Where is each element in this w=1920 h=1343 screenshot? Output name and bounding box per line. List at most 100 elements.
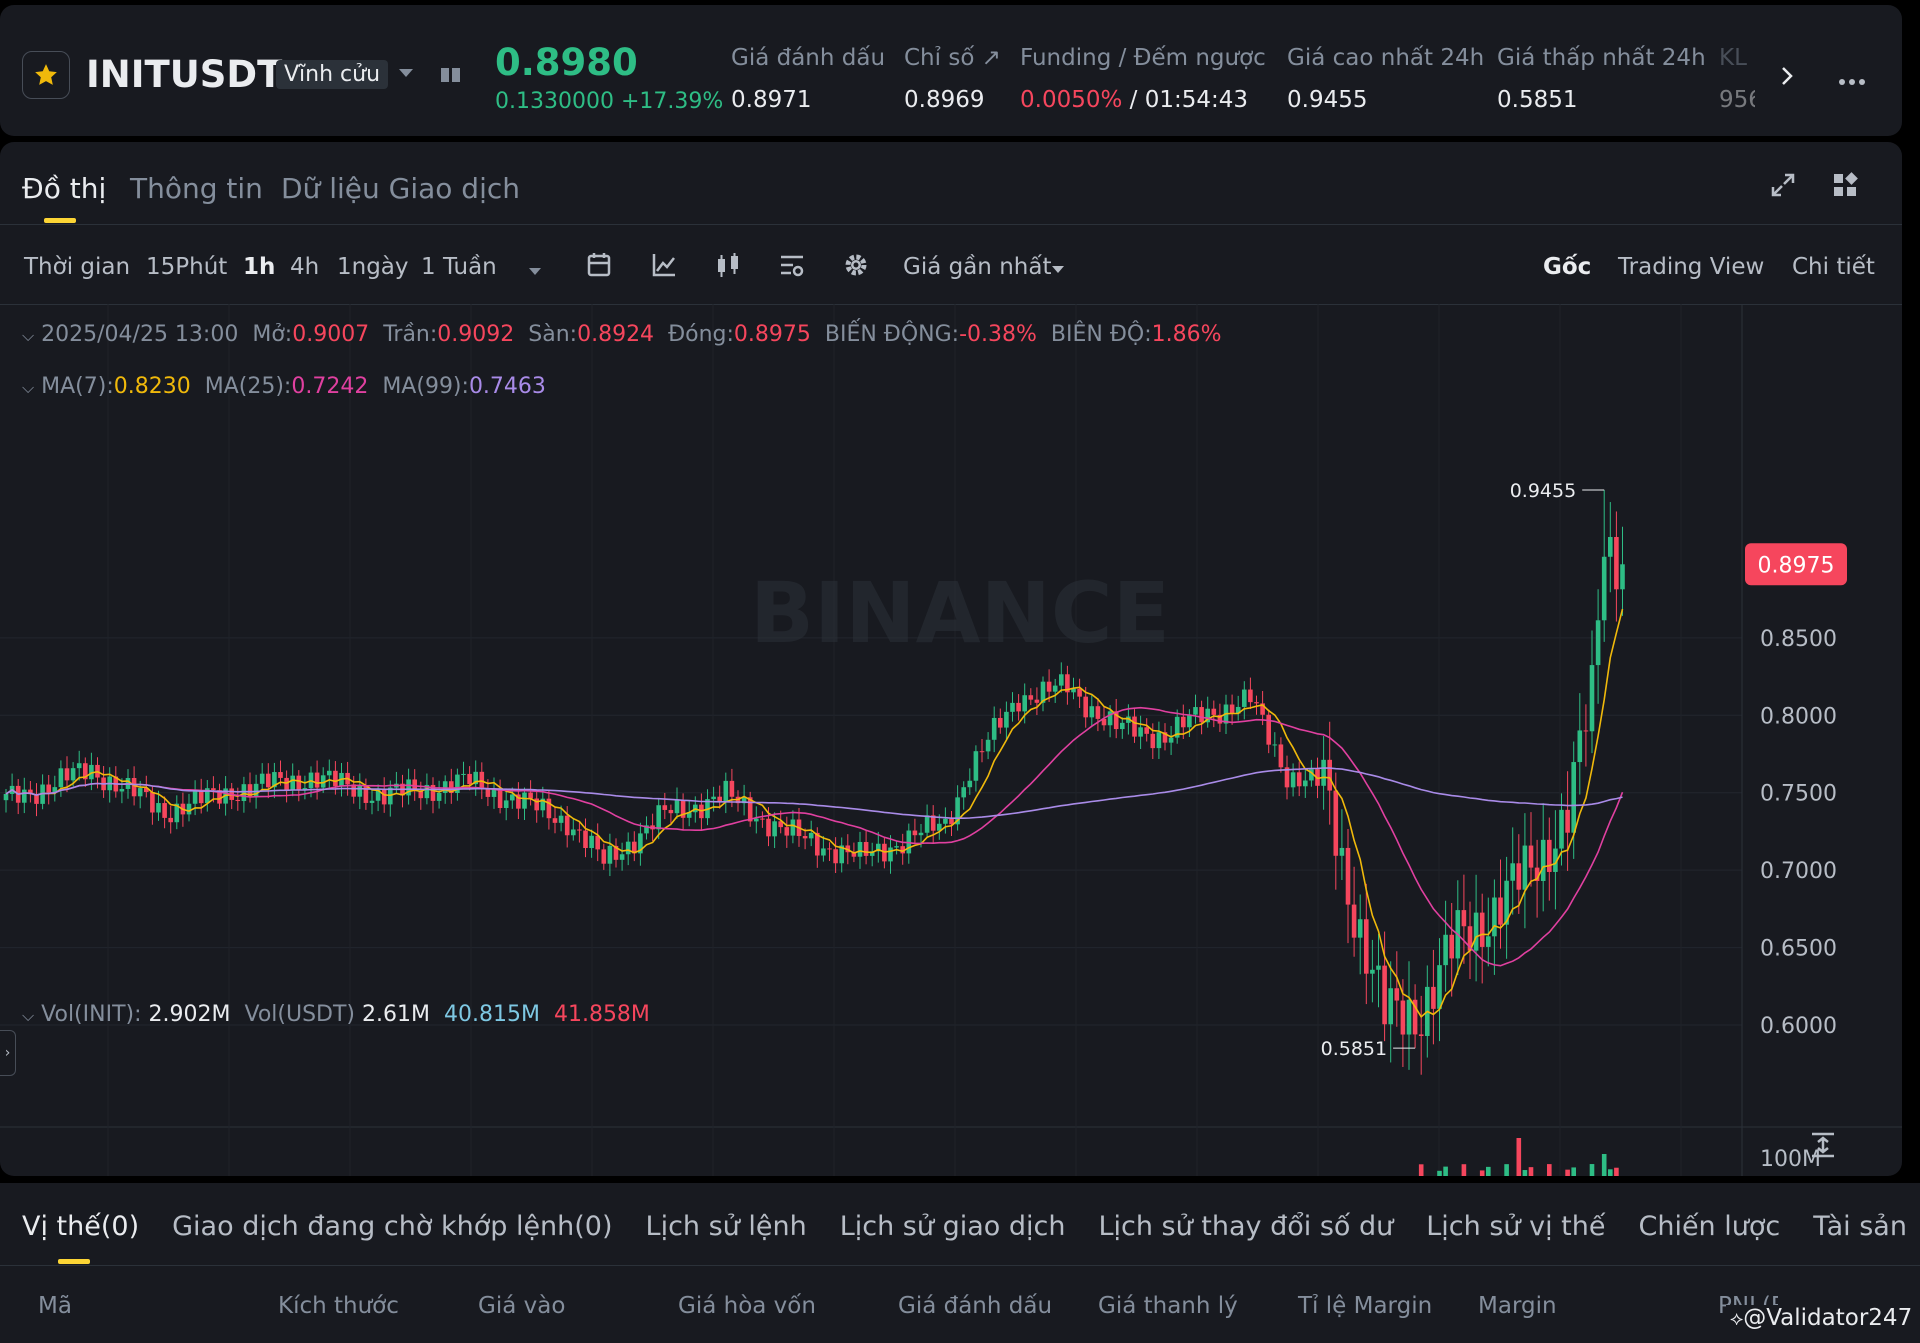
tab-positions[interactable]: Vị thế(0) [22,1211,140,1242]
candle-body [1059,674,1064,686]
candle-body [851,852,857,857]
book-icon[interactable] [440,65,462,89]
candle-body [869,851,875,856]
candle-body [522,792,527,809]
interval-1w[interactable]: 1 Tuần [421,254,497,280]
index-price-label[interactable]: Chỉ số ↗ [904,45,1001,71]
candle-body [516,794,521,809]
layout-grid-icon[interactable] [1832,172,1858,202]
candle-body [1107,711,1113,726]
interval-1d[interactable]: 1ngày [337,254,409,280]
candle-body [217,790,222,804]
view-original[interactable]: Gốc [1543,254,1592,280]
favorite-star-button[interactable] [22,51,70,99]
volume-bar [1461,1164,1467,1176]
candle-body [1284,767,1290,788]
candle-body [943,818,948,824]
interval-dropdown-icon[interactable] [527,262,543,281]
volume-bar [1437,1170,1442,1176]
gear-icon[interactable] [843,252,869,282]
candle-body [46,784,51,793]
candle-body [1620,564,1625,590]
interval-4h[interactable]: 4h [290,254,320,280]
tab-chart[interactable]: Đồ thị [22,172,107,205]
open-value: 0.9007 [292,322,370,347]
candle-body [1113,711,1119,730]
vol-usdt-label: Vol(USDT) [244,1002,356,1027]
fit-scale-icon[interactable] [1810,1132,1836,1162]
candle-body [1199,707,1204,723]
tab-assets[interactable]: Tài sản [1813,1211,1907,1242]
candle-body [1437,965,1442,1009]
scroll-right-chevron-icon[interactable] [1780,65,1794,91]
candle-body [320,775,326,788]
tab-position-history[interactable]: Lịch sử vị thế [1426,1211,1606,1242]
volume-bar [1522,1170,1528,1176]
candle-body [150,792,155,813]
candle-body [503,800,509,808]
candle-body [1364,919,1369,974]
candle-body [198,790,204,804]
candle-body [790,819,796,836]
symbol-dropdown-icon[interactable] [397,65,415,84]
side-panel-toggle-icon[interactable]: › [0,1030,16,1076]
funding-value: 0.0050% / 01:54:43 [1020,87,1248,113]
candle-body [1272,744,1278,746]
tab-info[interactable]: Thông tin [130,172,263,205]
positions-tab-indicator [58,1259,90,1264]
candle-body [1077,688,1082,697]
candle-body [314,772,320,788]
candle-type-icon[interactable] [715,252,741,282]
candle-body [1388,988,1393,1025]
interval-15m[interactable]: 15Phút [146,254,228,280]
col-symbol: Mã [38,1293,72,1319]
candle-body [571,829,576,836]
tab-trading-data[interactable]: Dữ liệu Giao dịch [281,172,520,205]
candle-body [1461,910,1467,927]
calendar-icon[interactable] [587,252,611,282]
vol-ma2-value: 41.858M [553,1002,650,1027]
candle-body [1211,708,1217,715]
tab-trade-history[interactable]: Lịch sử giao dịch [839,1211,1066,1242]
mark-price-value: 0.8971 [731,87,812,113]
candle-body [1345,847,1351,905]
interval-1h[interactable]: 1h [243,254,276,280]
open-label: Mở: [252,322,293,347]
vol-collapse-chevron-icon[interactable]: ⌵ [22,1006,35,1025]
candle-body [1571,762,1576,833]
ma-collapse-chevron-icon[interactable]: ⌵ [22,378,35,397]
chart-settings-list-icon[interactable] [779,252,805,282]
candle-body [1193,707,1198,715]
legend-collapse-chevron-icon[interactable]: ⌵ [22,326,35,345]
candle-body [979,751,985,753]
candlestick-chart[interactable]: BINANCE 0.85000.80000.75000.70000.65000.… [0,304,1902,1176]
col-size: Kích thước [278,1293,399,1319]
tab-transaction-history[interactable]: Lịch sử thay đổi số dư [1098,1211,1394,1242]
candle-body [601,849,607,864]
tab-order-history[interactable]: Lịch sử lệnh [645,1211,807,1242]
tab-open-orders[interactable]: Giao dịch đang chờ khớp lệnh(0) [172,1211,613,1242]
candle-body [552,818,558,823]
candle-body [1242,689,1247,707]
view-tradingview[interactable]: Trading View [1618,254,1765,280]
amplitude-label: BIÊN ĐỘ: [1050,322,1152,347]
candle-body [821,848,826,856]
price-type-select[interactable]: Giá gần nhất [903,254,1052,280]
candle-body [259,773,265,784]
symbol-name[interactable]: INITUSDT [86,53,283,96]
indicators-icon[interactable] [651,252,677,282]
candle-body [1370,969,1375,974]
candle-body [1235,706,1241,714]
candle-body [912,830,918,836]
price-type-dropdown-icon[interactable] [1050,260,1066,279]
toolbar-divider [0,304,1902,305]
candle-body [656,805,661,830]
expand-icon[interactable] [1770,172,1796,202]
more-menu-icon[interactable] [1838,71,1866,90]
candle-body [1144,727,1149,734]
tab-strategies[interactable]: Chiến lược [1638,1211,1781,1242]
candle-body [381,789,387,805]
low-24h-label: Giá thấp nhất 24h [1497,45,1706,71]
view-depth[interactable]: Chi tiết [1792,254,1875,280]
candle-body [119,788,125,792]
